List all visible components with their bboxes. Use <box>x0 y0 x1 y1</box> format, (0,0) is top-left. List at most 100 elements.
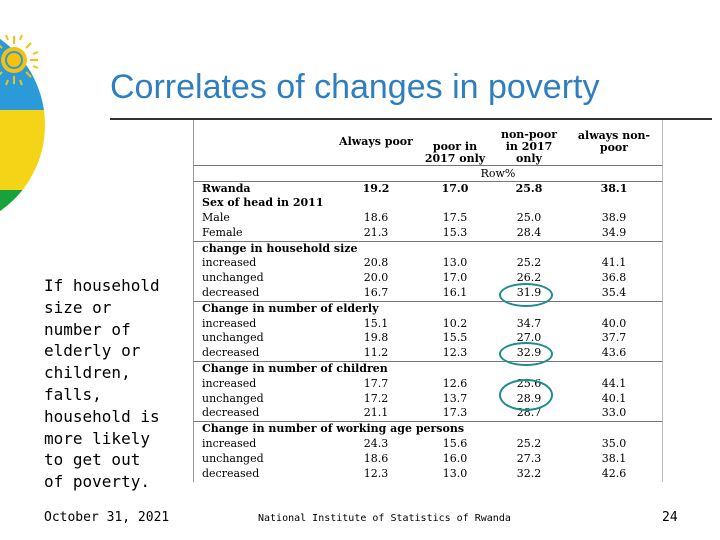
highlight-circle-household-decreased <box>499 283 553 307</box>
section-row: Change in number of children <box>194 361 662 377</box>
side-note: If household size or number of elderly o… <box>44 276 160 492</box>
section-label: change in household size <box>194 240 662 257</box>
header-nonpoor-2017: non-poor in 2017 only <box>500 127 558 165</box>
cell-value: 25.2 <box>516 256 542 270</box>
cell-value: 12.6 <box>442 376 468 390</box>
cell-value: 12.3 <box>442 346 468 360</box>
row-label: increased <box>202 437 257 451</box>
unit-label: Row% <box>334 164 662 181</box>
cell-value: 19.2 <box>334 180 418 197</box>
row-label: decreased <box>202 406 260 420</box>
slide-title: Correlates of changes in poverty <box>110 68 600 106</box>
cell-value: 15.3 <box>442 225 468 239</box>
title-underline <box>110 118 712 120</box>
row-label: Rwanda <box>194 180 334 197</box>
cell-value: 41.1 <box>601 256 627 270</box>
cell-value: 38.1 <box>601 451 627 465</box>
cell-value: 15.1 <box>363 316 389 330</box>
row-label: Male <box>202 211 230 225</box>
unit-blank <box>194 164 334 181</box>
highlight-circle-children <box>499 379 553 411</box>
cell-value: 32.2 <box>516 466 542 480</box>
footer-date: October 31, 2021 <box>44 510 170 525</box>
cell-value: 17.5 <box>442 211 468 225</box>
cell-value: 15.5 <box>442 331 468 345</box>
page-number: 24 <box>662 510 678 525</box>
cell-value: 35.0 <box>601 437 627 451</box>
row-label: decreased <box>202 346 260 360</box>
cell-value: 21.1 <box>363 406 389 420</box>
table-row: decreased 21.1 17.3 28.7 33.0 <box>194 406 662 421</box>
row-label: unchanged <box>202 271 264 285</box>
table-row: unchanged 18.6 16.0 27.3 38.1 <box>194 452 662 467</box>
section-label: Change in number of working age persons <box>194 421 662 438</box>
row-label: decreased <box>202 286 260 300</box>
cell-value: 17.0 <box>442 271 468 285</box>
cell-value: 17.3 <box>442 406 468 420</box>
cell-value: 21.3 <box>363 225 389 239</box>
cell-value: 25.2 <box>516 437 542 451</box>
cell-value: 34.9 <box>601 225 627 239</box>
section-row: Change in number of working age persons <box>194 421 662 438</box>
section-label: Change in number of elderly <box>194 300 662 317</box>
header-blank <box>194 120 334 165</box>
poverty-table-grid: Always poor poor in 2017 only non-poor i… <box>194 120 662 481</box>
row-label: unchanged <box>202 451 264 465</box>
table-row: decreased 11.2 12.3 32.9 43.6 <box>194 346 662 361</box>
cell-value: 18.6 <box>363 211 389 225</box>
cell-value: 28.4 <box>516 225 542 239</box>
cell-value: 20.8 <box>363 256 389 270</box>
header-always-poor: Always poor <box>339 135 413 149</box>
cell-value: 16.0 <box>442 451 468 465</box>
cell-value: 15.6 <box>442 437 468 451</box>
cell-value: 11.2 <box>363 346 389 360</box>
row-label: unchanged <box>202 331 264 345</box>
section-label: Change in number of children <box>194 361 662 377</box>
table-row: increased 15.1 10.2 34.7 40.0 <box>194 317 662 332</box>
cell-value: 16.7 <box>363 286 389 300</box>
cell-value: 19.8 <box>363 331 389 345</box>
table-row: decreased 16.7 16.1 31.9 35.4 <box>194 286 662 301</box>
cell-value: 38.1 <box>566 180 662 197</box>
cell-value: 17.0 <box>418 180 492 197</box>
cell-value: 40.1 <box>601 391 627 405</box>
section-row: Change in number of elderly <box>194 300 662 317</box>
cell-value: 17.7 <box>363 376 389 390</box>
table-row: increased 24.3 15.6 25.2 35.0 <box>194 437 662 452</box>
cell-value: 12.3 <box>363 466 389 480</box>
cell-value: 24.3 <box>363 437 389 451</box>
cell-value: 38.9 <box>601 211 627 225</box>
cell-value: 25.8 <box>492 180 566 197</box>
sun-icon <box>0 34 39 86</box>
cell-value: 42.6 <box>601 466 627 480</box>
row-label: increased <box>202 376 257 390</box>
cell-value: 17.2 <box>363 391 389 405</box>
cell-value: 25.0 <box>516 211 542 225</box>
table-row: unchanged 17.2 13.7 28.9 40.1 <box>194 392 662 407</box>
table-row: Male 18.6 17.5 25.0 38.9 <box>194 211 662 226</box>
table-row: increased 20.8 13.0 25.2 41.1 <box>194 256 662 271</box>
cell-value: 33.0 <box>601 406 627 420</box>
poverty-table: Always poor poor in 2017 only non-poor i… <box>193 120 663 482</box>
cell-value: 40.0 <box>601 316 627 330</box>
section-row: change in household size <box>194 240 662 257</box>
cell-value: 36.8 <box>601 271 627 285</box>
cell-value: 13.0 <box>442 466 468 480</box>
row-label: increased <box>202 316 257 330</box>
header-always-nonpoor: always non-poor <box>577 129 651 155</box>
row-label: Female <box>202 225 243 239</box>
cell-value: 26.2 <box>516 271 542 285</box>
cell-value: 13.0 <box>442 256 468 270</box>
row-label: unchanged <box>202 391 264 405</box>
table-row: Female 21.3 15.3 28.4 34.9 <box>194 226 662 241</box>
section-label: Sex of head in 2011 <box>202 196 324 210</box>
cell-value: 37.7 <box>601 331 627 345</box>
rwanda-flag-logo <box>0 0 60 250</box>
table-row: Rwanda 19.2 17.0 25.8 38.1 <box>194 180 662 197</box>
cell-value: 34.7 <box>516 316 542 330</box>
table-row: decreased 12.3 13.0 32.2 42.6 <box>194 467 662 482</box>
cell-value: 43.6 <box>601 346 627 360</box>
cell-value: 18.6 <box>363 451 389 465</box>
footer-source: National Institute of Statistics of Rwan… <box>258 513 511 524</box>
section-row: Sex of head in 2011 <box>194 196 662 211</box>
